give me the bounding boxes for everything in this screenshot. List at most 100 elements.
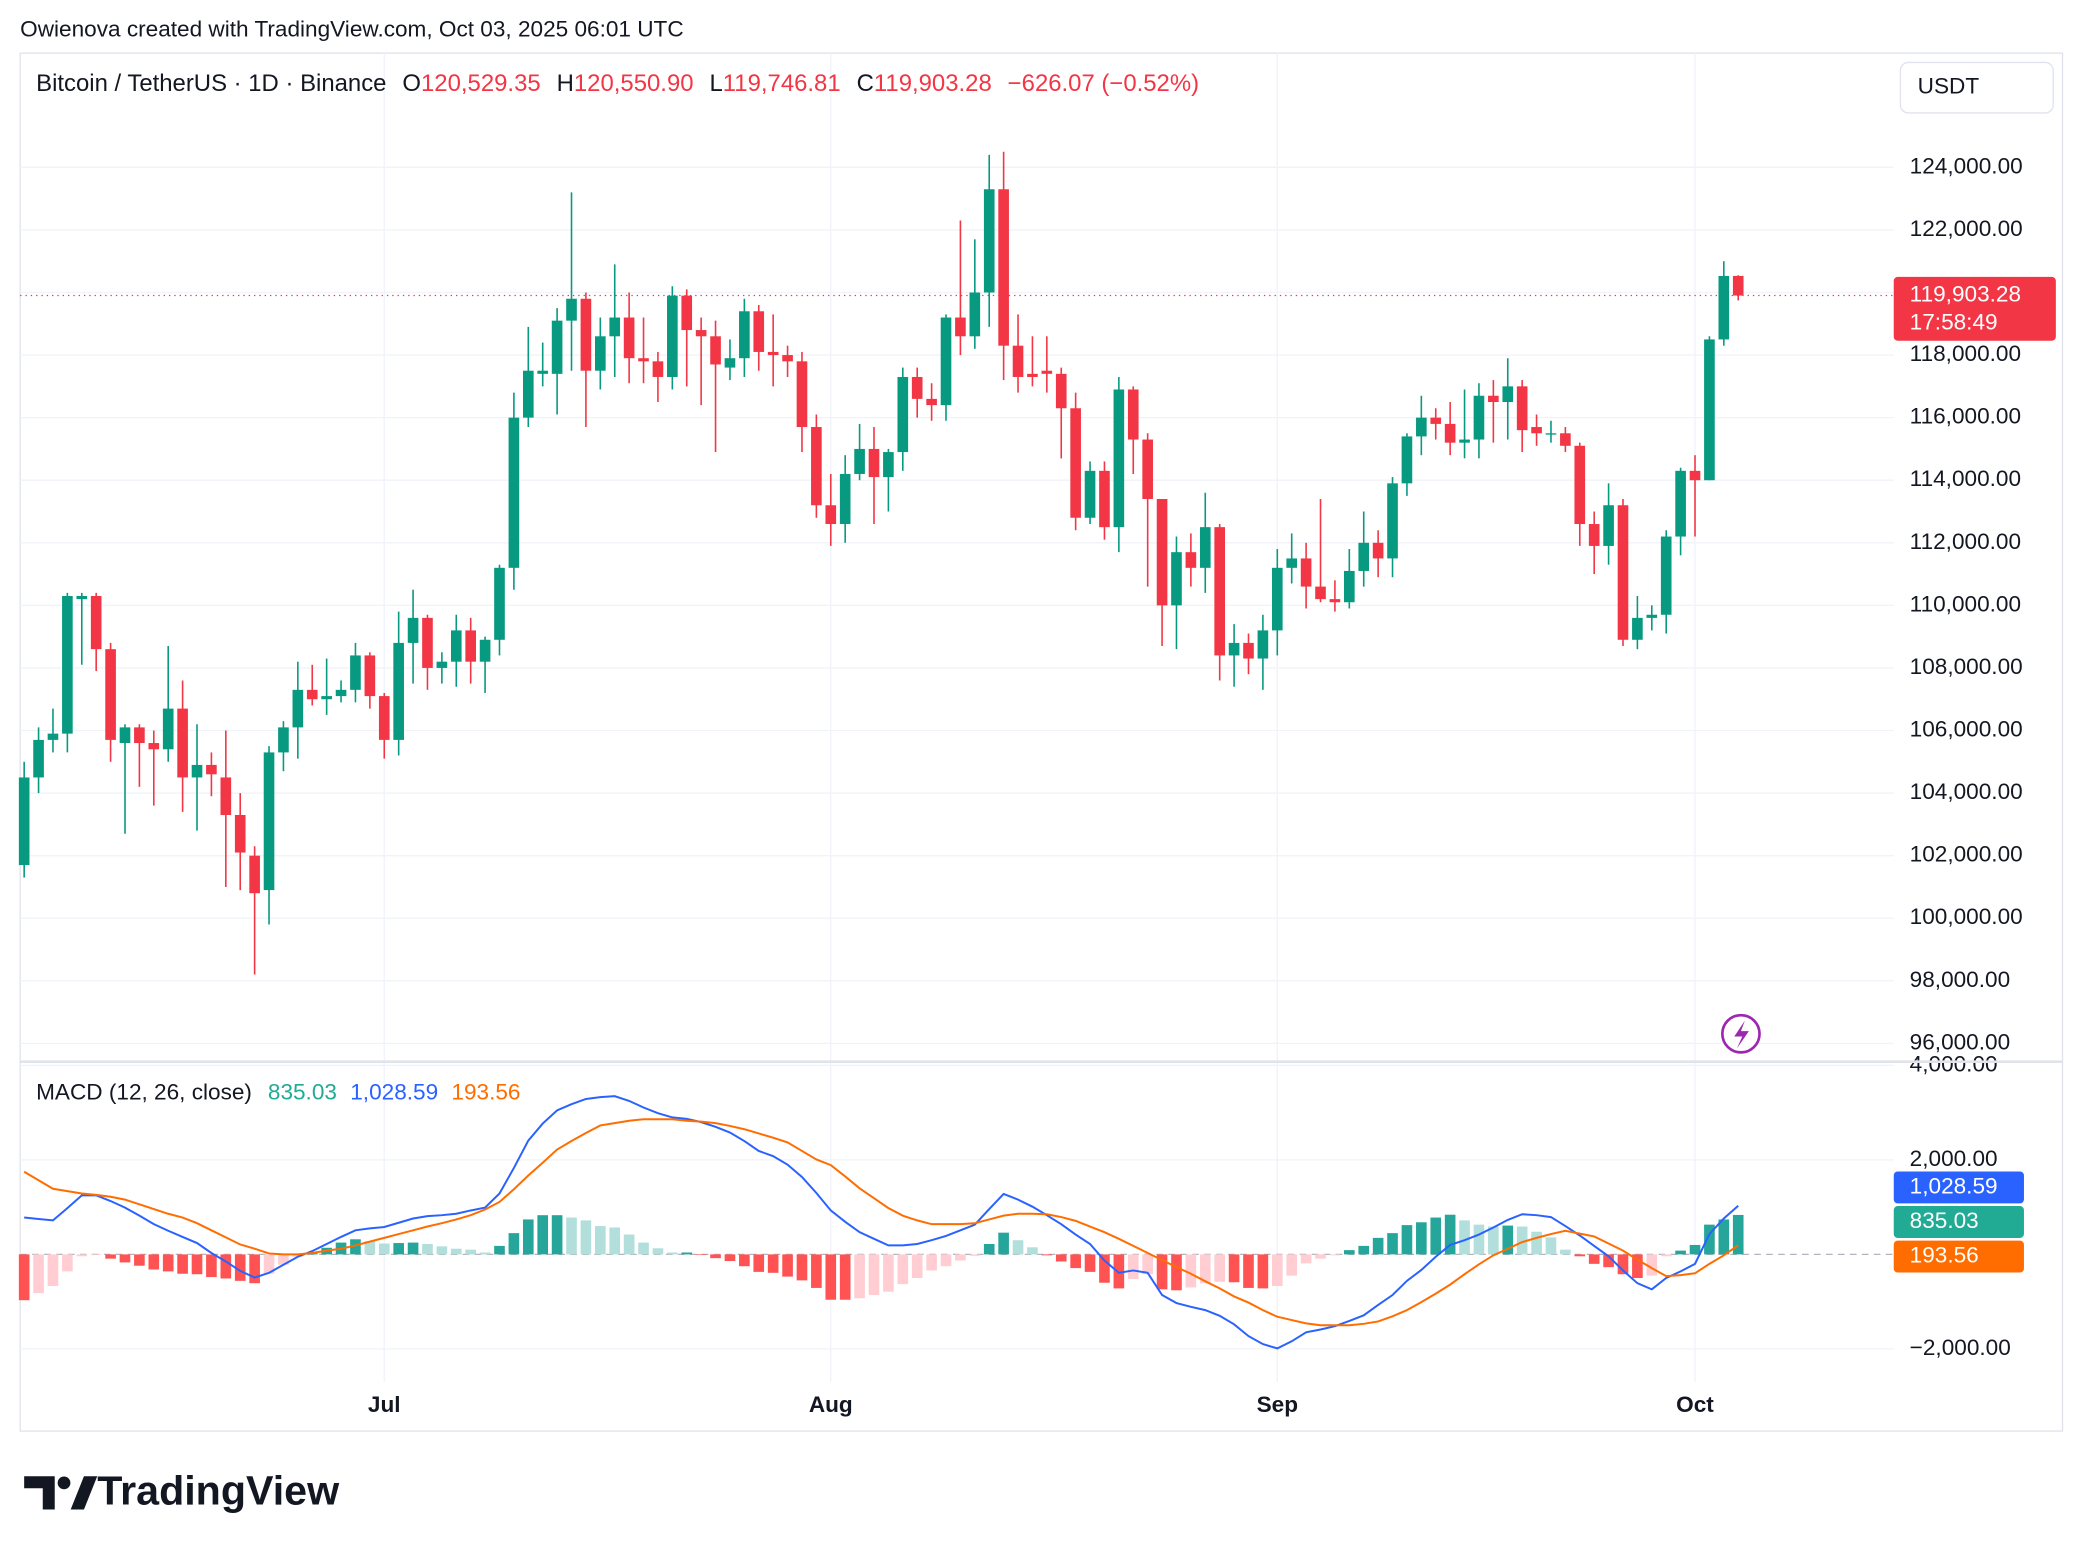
candle-body [1358,542,1370,571]
candle-body [1588,524,1600,546]
histogram-bar [739,1254,750,1267]
x-tick-label: Aug [809,1392,853,1417]
x-tick-label: Sep [1257,1392,1298,1417]
legend-value: 835.03 [268,1080,337,1105]
histogram-bar [1084,1254,1096,1272]
candle-body [667,295,678,377]
attribution: Owienova created with TradingView.com, O… [20,17,683,42]
histogram-bar [1199,1254,1211,1284]
histogram-bar [1185,1254,1197,1288]
legend-value: 1,028.59 [350,1080,438,1105]
histogram-bar [710,1254,721,1259]
histogram-bar [422,1244,433,1255]
histogram-bar [1718,1219,1730,1255]
histogram-bar [1459,1220,1470,1255]
symbol-line: Bitcoin / TetherUS · 1D · Binance O120,52… [36,70,1199,97]
candle-body [1488,395,1499,403]
histogram-bar [1473,1224,1485,1255]
histogram-bar [18,1254,30,1301]
candle-body [436,661,448,668]
histogram-bar [479,1252,491,1255]
candle-body [739,311,750,359]
candle-body [796,361,808,428]
candle-body [249,855,260,894]
histogram-bar [868,1254,880,1296]
histogram-bar [90,1254,102,1256]
candle-body [1286,558,1298,568]
histogram-bar [782,1254,793,1277]
indicator-name: MACD (12, 26, close) [36,1080,252,1105]
candle-body [62,595,73,734]
lightning [1734,1020,1749,1049]
histogram-bar [177,1254,188,1274]
macd-legend: MACD (12, 26, close) 835.03 1,028.59 193.56 [36,1080,520,1105]
candle-body [18,777,30,866]
candle-body [1329,599,1341,603]
histogram-bar [1502,1225,1514,1255]
candle-body [940,317,952,406]
histogram-bar [595,1226,606,1255]
x-tick-label: Oct [1676,1392,1714,1417]
ohlc-value: 119,746.81 [723,70,841,97]
value-tag-label: 835.03 [1910,1208,1979,1233]
candle-body [220,777,232,815]
candle-body [1070,408,1081,518]
candle-body [1646,614,1658,618]
histogram-bar [1646,1254,1658,1276]
y-tick-label: 122,000.00 [1910,216,2023,241]
candle-body [1372,542,1384,559]
candle-body [148,743,160,750]
y-tick-label: 104,000.00 [1910,779,2023,804]
candle-body [479,639,491,662]
y-tick-label: 108,000.00 [1910,654,2023,679]
candle-body [1171,552,1182,606]
candle-body [33,739,44,778]
ohlc-key: H [557,70,574,97]
candle-body [883,452,894,478]
y-tick-label: 112,000.00 [1910,529,2021,554]
macd-line [23,1118,1739,1327]
histogram-bar [1387,1233,1398,1255]
value-tag [1893,1206,2024,1238]
histogram-bar [1531,1231,1542,1255]
histogram-bar [537,1215,549,1255]
candle-body [1113,389,1125,528]
histogram-bar [1300,1254,1312,1264]
histogram-bar [796,1254,808,1281]
histogram-bar [206,1254,217,1278]
histogram-bar [378,1243,390,1255]
histogram-bar [220,1254,232,1279]
histogram-bar [897,1254,909,1285]
candle-body [1300,558,1312,587]
candle-body [609,317,621,337]
candle-body [1617,505,1629,640]
candle-body [335,689,347,697]
histogram-bar [638,1242,649,1255]
y-tick-label: 106,000.00 [1910,716,2023,741]
candle-body [1574,445,1586,525]
histogram-bar [1574,1254,1586,1257]
histogram-bar [825,1254,837,1300]
candle-body [753,311,765,352]
histogram-bar [234,1254,246,1281]
ohlc-key: C [857,70,874,97]
histogram-bar [33,1254,44,1294]
candle-body [105,649,116,740]
histogram-bar [162,1254,174,1272]
value-tag [1893,1171,2024,1204]
candle-body [897,376,909,453]
logo-slash [70,1476,98,1510]
histogram-bar [609,1227,621,1255]
candle-body [134,727,145,744]
ohlc-value: 120,550.90 [574,70,694,97]
histogram-bar [450,1248,462,1255]
histogram-bar [249,1254,260,1284]
candle-body [206,764,217,775]
histogram-bar [119,1254,131,1263]
histogram-bar [1401,1225,1413,1255]
histogram-bar [1271,1254,1283,1287]
currency-button[interactable] [1899,61,2054,114]
histogram-bar [1545,1237,1557,1255]
currency[interactable]: USDT [1918,74,1980,99]
